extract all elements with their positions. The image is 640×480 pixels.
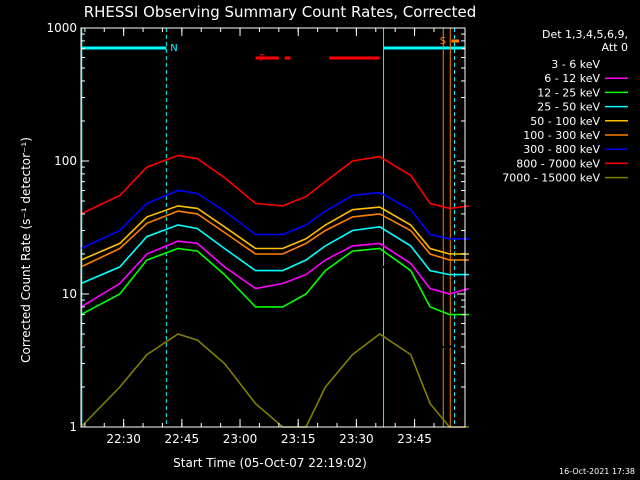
annotation-n: N [170,43,177,54]
series-line-8 [80,333,469,428]
x-tick-label: 23:30 [339,432,374,446]
x-tick-label: 23:00 [223,432,258,446]
annotation-f: F [259,53,265,64]
x-axis-label: Start Time (05-Oct-07 22:19:02) [173,456,367,470]
plot-frame [80,27,466,428]
series-line-5 [80,210,469,268]
y-axis-label: Corrected Count Rate (s⁻¹ detector⁻¹) [19,137,33,363]
series-line-7 [80,154,470,215]
x-tick-label: 22:45 [165,432,200,446]
legend-label: 800 - 7000 keV [516,157,600,170]
x-tick-label: 23:15 [281,432,316,446]
y-tick-label: 10 [62,287,77,301]
x-tick-label: 23:45 [397,432,432,446]
legend-label: 100 - 300 keV [523,129,600,142]
series-line-6 [80,189,469,250]
y-tick-label: 1 [69,420,77,434]
series-layer [80,154,470,428]
annotation-layer: N F S [81,28,465,427]
legend-header-line1: Det 1,3,4,5,6,9, [542,28,628,41]
legend-label: 50 - 100 keV [530,115,600,128]
annotation-s: S [440,36,446,47]
legend-header-line2: Att 0 [602,41,628,54]
legend-label: 300 - 800 keV [523,143,600,156]
series-line-3 [80,224,469,285]
legend-label: 7000 - 15000 keV [502,172,600,185]
legend-label: 12 - 25 keV [537,86,600,99]
axis-layer: 1 10 100 1000 22:30 22:45 23:00 23:15 23:30 23:45 [46,21,465,446]
chart-title: RHESSI Observing Summary Count Rates, Co… [84,3,477,21]
legend-label: 6 - 12 keV [544,72,600,85]
legend-label: 25 - 50 keV [537,101,600,114]
y-tick-label: 1000 [46,21,77,35]
series-line-0 [80,262,470,348]
series-line-4 [80,205,469,261]
y-tick-label: 100 [54,154,77,168]
series-line-1 [80,240,470,308]
series-line-2 [80,247,469,316]
x-tick-label: 22:30 [106,432,141,446]
generation-timestamp: 16-Oct-2021 17:38 [559,467,635,476]
legend-label: 3 - 6 keV [551,58,600,71]
